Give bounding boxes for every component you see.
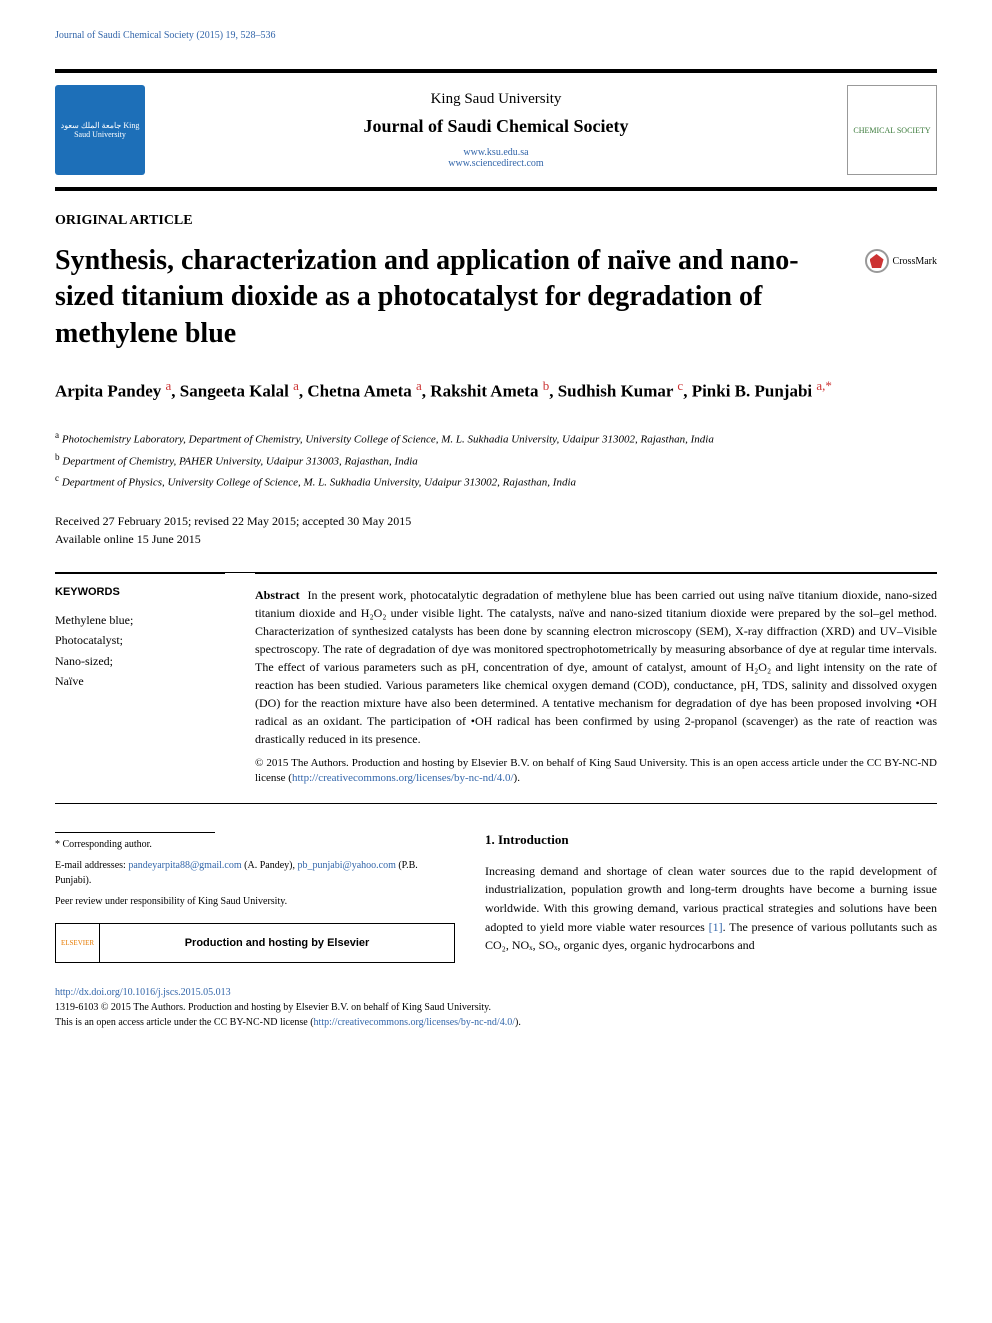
- hosting-box: ELSEVIER Production and hosting by Elsev…: [55, 923, 455, 963]
- page-footer: http://dx.doi.org/10.1016/j.jscs.2015.05…: [55, 985, 937, 1030]
- ksu-logo: جامعة الملك سعود King Saud University: [55, 85, 145, 175]
- crossmark-label: CrossMark: [893, 256, 937, 267]
- footer-license-post: ).: [515, 1017, 521, 1028]
- article-title: Synthesis, characterization and applicat…: [55, 243, 865, 352]
- journal-link-sciencedirect[interactable]: www.sciencedirect.com: [145, 158, 847, 169]
- article-type: ORIGINAL ARTICLE: [55, 213, 937, 229]
- keywords-column: KEYWORDS Methylene blue;Photocatalyst;Na…: [55, 573, 225, 787]
- article-dates: Received 27 February 2015; revised 22 Ma…: [55, 512, 937, 548]
- society-logo: CHEMICAL SOCIETY: [847, 85, 937, 175]
- masthead-center: King Saud University Journal of Saudi Ch…: [145, 91, 847, 169]
- license-link[interactable]: http://creativecommons.org/licenses/by-n…: [292, 772, 514, 784]
- footer-license: This is an open access article under the…: [55, 1015, 937, 1030]
- abstract-text: In the present work, photocatalytic degr…: [255, 588, 937, 746]
- issn-copyright: 1319-6103 © 2015 The Authors. Production…: [55, 1000, 937, 1015]
- doi-link[interactable]: http://dx.doi.org/10.1016/j.jscs.2015.05…: [55, 985, 937, 1000]
- copyright-close: ).: [514, 772, 520, 784]
- university-name: King Saud University: [145, 91, 847, 108]
- hosting-text: Production and hosting by Elsevier: [100, 937, 454, 949]
- introduction-text: Increasing demand and shortage of clean …: [485, 862, 937, 955]
- crossmark-icon: [865, 249, 889, 273]
- email-pandey-name: (A. Pandey),: [242, 860, 298, 871]
- footnote-separator: [55, 832, 215, 833]
- abstract-column: Abstract In the present work, photocatal…: [255, 573, 937, 787]
- abstract-label: Abstract: [255, 588, 300, 602]
- peer-review-note: Peer review under responsibility of King…: [55, 894, 455, 909]
- footnote-column: * Corresponding author. E-mail addresses…: [55, 832, 455, 963]
- masthead-links: www.ksu.edu.sa www.sciencedirect.com: [145, 147, 847, 169]
- journal-link-ksu[interactable]: www.ksu.edu.sa: [145, 147, 847, 158]
- journal-name: Journal of Saudi Chemical Society: [145, 116, 847, 137]
- abstract-section: KEYWORDS Methylene blue;Photocatalyst;Na…: [55, 572, 937, 804]
- footer-license-pre: This is an open access article under the…: [55, 1017, 314, 1028]
- keywords-list: Methylene blue;Photocatalyst;Nano-sized;…: [55, 610, 225, 692]
- abstract-copyright: © 2015 The Authors. Production and hosti…: [255, 756, 937, 787]
- email-pandey[interactable]: pandeyarpita88@gmail.com: [128, 860, 241, 871]
- dates-received: Received 27 February 2015; revised 22 Ma…: [55, 512, 937, 530]
- email-punjabi[interactable]: pb_punjabi@yahoo.com: [297, 860, 395, 871]
- authors: Arpita Pandey a, Sangeeta Kalal a, Chetn…: [55, 376, 937, 404]
- corresponding-author-note: * Corresponding author.: [55, 837, 455, 852]
- journal-masthead: جامعة الملك سعود King Saud University Ki…: [55, 69, 937, 191]
- introduction-heading: 1. Introduction: [485, 832, 937, 848]
- elsevier-logo: ELSEVIER: [56, 924, 100, 962]
- introduction-column: 1. Introduction Increasing demand and sh…: [485, 832, 937, 963]
- keywords-heading: KEYWORDS: [55, 586, 225, 598]
- affiliations: a Photochemistry Laboratory, Department …: [55, 428, 937, 492]
- email-label: E-mail addresses:: [55, 860, 128, 871]
- email-footnote: E-mail addresses: pandeyarpita88@gmail.c…: [55, 858, 455, 888]
- reference-1[interactable]: [1]: [709, 920, 723, 934]
- crossmark-badge[interactable]: CrossMark: [865, 249, 937, 273]
- dates-online: Available online 15 June 2015: [55, 530, 937, 548]
- running-header: Journal of Saudi Chemical Society (2015)…: [55, 30, 937, 41]
- footer-license-link[interactable]: http://creativecommons.org/licenses/by-n…: [314, 1017, 515, 1028]
